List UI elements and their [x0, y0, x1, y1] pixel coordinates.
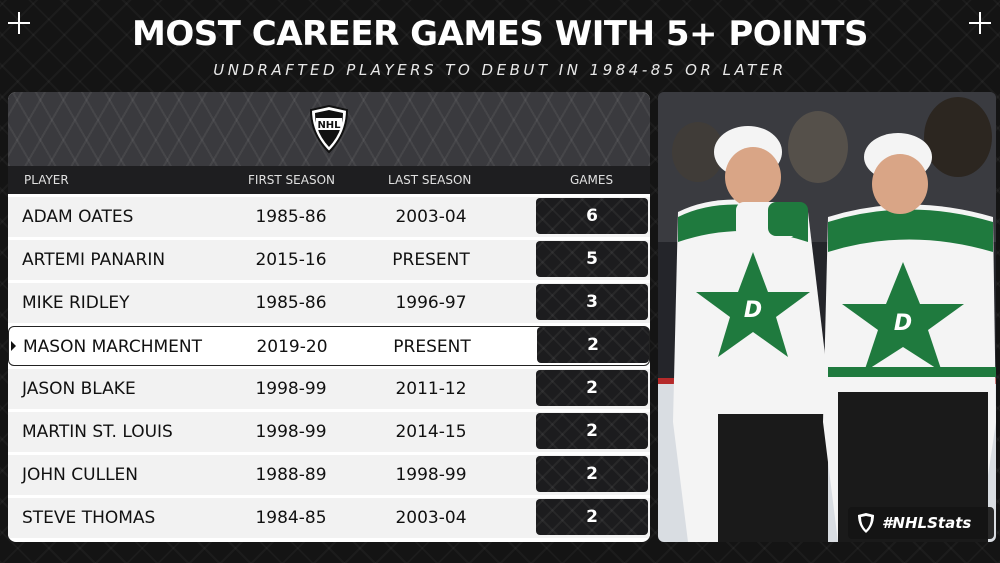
page-title: MOST CAREER GAMES WITH 5+ POINTS	[131, 14, 869, 54]
games-value: 3	[586, 292, 598, 312]
last-season: PRESENT	[393, 337, 471, 357]
svg-text:D: D	[744, 298, 762, 323]
first-season: 1998-99	[255, 422, 327, 442]
player-name: ARTEMI PANARIN	[22, 250, 166, 270]
player-name: ADAM OATES	[22, 207, 134, 227]
page-subtitle: UNDRAFTED PLAYERS TO DEBUT IN 1984-85 OR…	[213, 61, 787, 79]
first-season: 2015-16	[255, 250, 327, 270]
games-value: 2	[587, 335, 599, 355]
stats-table-panel: NHL PLAYER FIRST SEASON LAST SEASON GAME…	[8, 92, 650, 542]
table-row: MIKE RIDLEY 1985-86 1996-97 3	[8, 283, 650, 323]
games-cell: 5	[536, 241, 648, 277]
player-celebration-photo: D D	[658, 92, 996, 542]
col-last-season-header: LAST SEASON	[388, 173, 472, 187]
column-header-row: PLAYER FIRST SEASON LAST SEASON GAMES	[8, 166, 650, 194]
games-value: 2	[586, 378, 598, 398]
games-value: 6	[586, 206, 598, 226]
col-games-header: GAMES	[570, 173, 614, 187]
last-season: 2014-15	[395, 422, 467, 442]
table-row: ADAM OATES 1985-86 2003-04 6	[8, 197, 650, 237]
first-season: 1984-85	[255, 508, 327, 528]
player-name: JOHN CULLEN	[22, 465, 139, 485]
games-value: 2	[586, 464, 598, 484]
col-player-header: PLAYER	[24, 173, 69, 187]
games-cell: 2	[537, 327, 649, 363]
first-season: 2019-20	[256, 337, 328, 357]
games-cell: 3	[536, 284, 648, 320]
games-value: 5	[586, 249, 598, 269]
player-name: MASON MARCHMENT	[23, 337, 203, 357]
nhl-mini-shield-icon	[858, 513, 874, 533]
last-season: 2003-04	[395, 508, 467, 528]
svg-text:NHL: NHL	[317, 120, 341, 131]
last-season: 2011-12	[395, 379, 467, 399]
table-row: ARTEMI PANARIN 2015-16 PRESENT 5	[8, 240, 650, 280]
first-season: 1998-99	[255, 379, 327, 399]
player-name: MARTIN ST. LOUIS	[22, 422, 173, 442]
games-cell: 2	[536, 370, 648, 406]
table-row-highlighted: MASON MARCHMENT 2019-20 PRESENT 2	[8, 326, 650, 366]
svg-text:D: D	[894, 311, 912, 336]
hashtag-text: #NHLStats	[882, 514, 972, 532]
table-row: JASON BLAKE 1998-99 2011-12 2	[8, 369, 650, 409]
games-value: 2	[586, 421, 598, 441]
celebration-illustration: D D	[658, 92, 996, 542]
games-cell: 2	[536, 413, 648, 449]
player-name: MIKE RIDLEY	[22, 293, 130, 313]
first-season: 1988-89	[255, 465, 327, 485]
games-cell: 2	[536, 456, 648, 492]
table-row: STEVE THOMAS 1984-85 2003-04 2	[8, 498, 650, 538]
games-cell: 2	[536, 499, 648, 535]
last-season: PRESENT	[392, 250, 470, 270]
first-season: 1985-86	[255, 293, 327, 313]
corner-crosshair-icon	[969, 12, 991, 34]
last-season: 2003-04	[395, 207, 467, 227]
nhl-shield-icon: NHL	[309, 104, 349, 154]
col-first-season-header: FIRST SEASON	[248, 173, 335, 187]
last-season: 1996-97	[395, 293, 467, 313]
table-row: MARTIN ST. LOUIS 1998-99 2014-15 2	[8, 412, 650, 452]
games-cell: 6	[536, 198, 648, 234]
last-season: 1998-99	[395, 465, 467, 485]
hashtag-badge: #NHLStats	[848, 507, 994, 539]
player-name: JASON BLAKE	[22, 379, 136, 399]
player-name: STEVE THOMAS	[22, 508, 156, 528]
corner-crosshair-icon	[8, 12, 30, 34]
games-value: 2	[586, 507, 598, 527]
table-header-band: NHL	[8, 92, 650, 166]
first-season: 1985-86	[255, 207, 327, 227]
table-row: JOHN CULLEN 1988-89 1998-99 2	[8, 455, 650, 495]
